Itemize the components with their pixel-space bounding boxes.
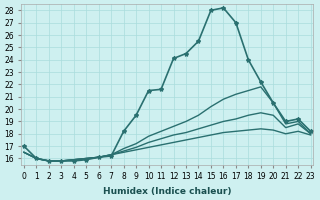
- X-axis label: Humidex (Indice chaleur): Humidex (Indice chaleur): [103, 187, 232, 196]
